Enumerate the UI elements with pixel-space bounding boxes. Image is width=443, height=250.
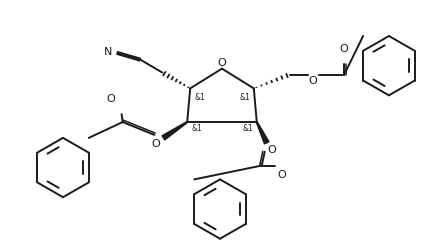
Text: &1: &1 <box>242 124 253 133</box>
Text: &1: &1 <box>191 124 202 133</box>
Text: &1: &1 <box>239 93 250 102</box>
Polygon shape <box>162 122 187 140</box>
Text: &1: &1 <box>194 93 205 102</box>
Polygon shape <box>256 122 269 144</box>
Text: O: O <box>218 58 226 68</box>
Text: O: O <box>308 76 317 86</box>
Text: O: O <box>340 44 349 54</box>
Text: O: O <box>152 139 160 149</box>
Text: O: O <box>106 94 115 104</box>
Text: N: N <box>104 47 113 57</box>
Text: O: O <box>268 145 276 155</box>
Text: O: O <box>278 170 286 180</box>
